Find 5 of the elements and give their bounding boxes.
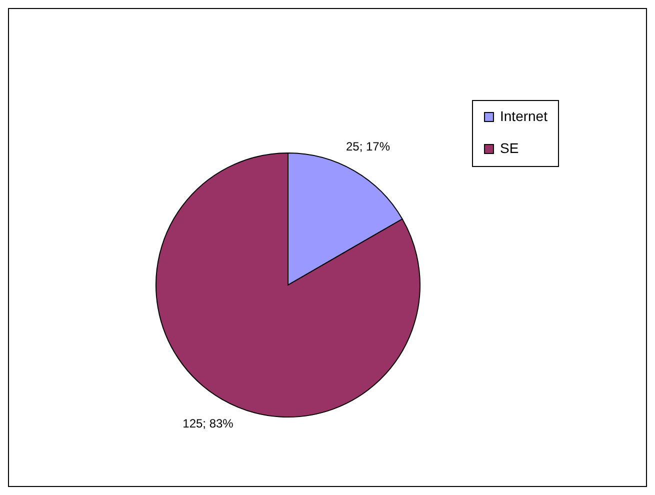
legend-label: SE [500, 140, 519, 156]
legend-label: Internet [500, 108, 548, 124]
pie-slice [156, 152, 420, 418]
data-label: 125; 83% [182, 416, 234, 431]
data-label: 25; 17% [346, 139, 390, 154]
